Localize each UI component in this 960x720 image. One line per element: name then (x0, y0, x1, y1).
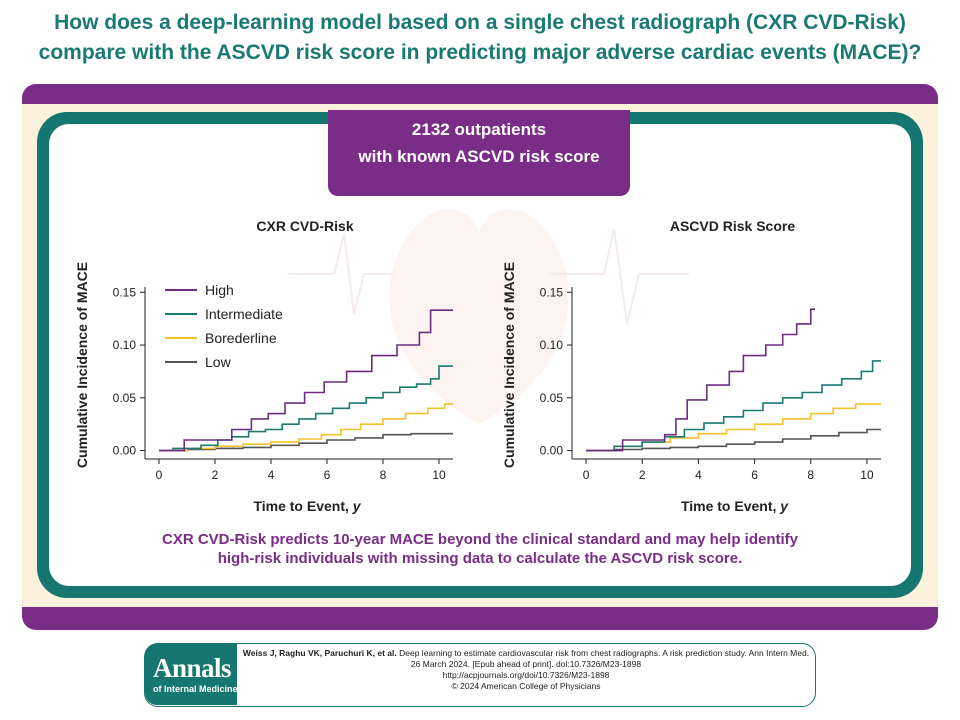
legend-label-intermediate: Intermediate (205, 306, 283, 322)
logo-subtitle: of Internal Medicine® (153, 684, 245, 694)
heart-watermark-icon (289, 209, 689, 424)
y-tick-label: 0.00 (540, 444, 564, 458)
y-tick-label: 0.10 (540, 338, 564, 352)
y-tick-label: 0.00 (113, 444, 137, 458)
x-tick-label: 8 (380, 468, 387, 482)
conclusion-text: CXR CVD-Risk predicts 10-year MACE beyon… (80, 530, 880, 568)
legend-label-borederline: Borederline (205, 330, 277, 346)
y-tick-label: 0.15 (113, 285, 137, 299)
legend-label-high: High (205, 282, 234, 298)
series-line-intermediate (586, 360, 881, 452)
citation-authors: Weiss J, Raghu VK, Paruchuri K, et al. (242, 648, 397, 658)
series-line-high (586, 308, 815, 452)
series-line-intermediate (159, 365, 453, 452)
x-tick-label: 2 (639, 468, 646, 482)
y-tick-label: 0.05 (113, 391, 137, 405)
x-axis-label-unit: y (779, 498, 789, 514)
conclusion-line-1: CXR CVD-Risk predicts 10-year MACE beyon… (162, 531, 798, 548)
x-tick-label: 6 (751, 468, 758, 482)
ecg-line-right (549, 228, 689, 325)
x-tick-label: 2 (212, 468, 219, 482)
cohort-line-1: 2132 outpatients (411, 120, 547, 139)
x-tick-label: 10 (432, 468, 446, 482)
citation-url[interactable]: http://acpjournals.org/doi/10.7326/M23-1… (442, 670, 610, 680)
heart-shape (389, 209, 569, 424)
x-axis-label-unit: y (352, 498, 362, 514)
conclusion-line-2: high-risk individuals with missing data … (217, 550, 743, 567)
chart-title: CXR CVD-Risk (256, 218, 353, 234)
title-line-2: compare with the ASCVD risk score in pre… (38, 41, 922, 64)
series-line-low (159, 432, 453, 452)
x-axis-label: Time to Event, y (681, 498, 789, 514)
logo-wordmark: Annals (153, 653, 232, 683)
x-tick-label: 0 (583, 468, 590, 482)
cohort-header: 2132 outpatients with known ASCVD risk s… (328, 110, 630, 196)
x-tick-label: 10 (860, 468, 874, 482)
x-tick-label: 0 (156, 468, 163, 482)
x-tick-label: 4 (268, 468, 275, 482)
x-tick-label: 4 (695, 468, 702, 482)
title-line-1: How does a deep-learning model based on … (54, 11, 906, 34)
cohort-line-2: with known ASCVD risk score (358, 147, 600, 166)
x-axis-label: Time to Event, y (253, 498, 361, 514)
x-axis-label-text: Time to Event, (681, 498, 780, 514)
y-tick-label: 0.10 (113, 338, 137, 352)
series-line-borederline (159, 403, 453, 452)
series-line-low (586, 428, 881, 452)
y-axis-label: Cumulative Incidence of MACE (74, 262, 90, 468)
y-tick-label: 0.15 (540, 285, 564, 299)
x-tick-label: 6 (324, 468, 331, 482)
x-axis-label-text: Time to Event, (253, 498, 352, 514)
x-tick-label: 8 (807, 468, 814, 482)
ecg-line-left (289, 233, 394, 315)
citation-copyright: © 2024 American College of Physicians (451, 681, 601, 691)
y-tick-label: 0.05 (540, 391, 564, 405)
chart-title: ASCVD Risk Score (670, 218, 795, 234)
y-axis-label: Cumulative Incidence of MACE (501, 262, 517, 468)
citation-box: Annals of Internal Medicine® Weiss J, Ra… (144, 643, 816, 707)
infographic-title: How does a deep-learning model based on … (30, 8, 930, 68)
content-panel (49, 124, 911, 586)
annals-logo: Annals of Internal Medicine® (145, 644, 244, 705)
legend-label-low: Low (205, 354, 232, 370)
citation-reference: Weiss J, Raghu VK, Paruchuri K, et al. D… (241, 648, 811, 670)
series-line-high (159, 309, 453, 452)
citation-text: Weiss J, Raghu VK, Paruchuri K, et al. D… (241, 648, 811, 692)
citation-body: Deep learning to estimate cardiovascular… (396, 648, 810, 669)
